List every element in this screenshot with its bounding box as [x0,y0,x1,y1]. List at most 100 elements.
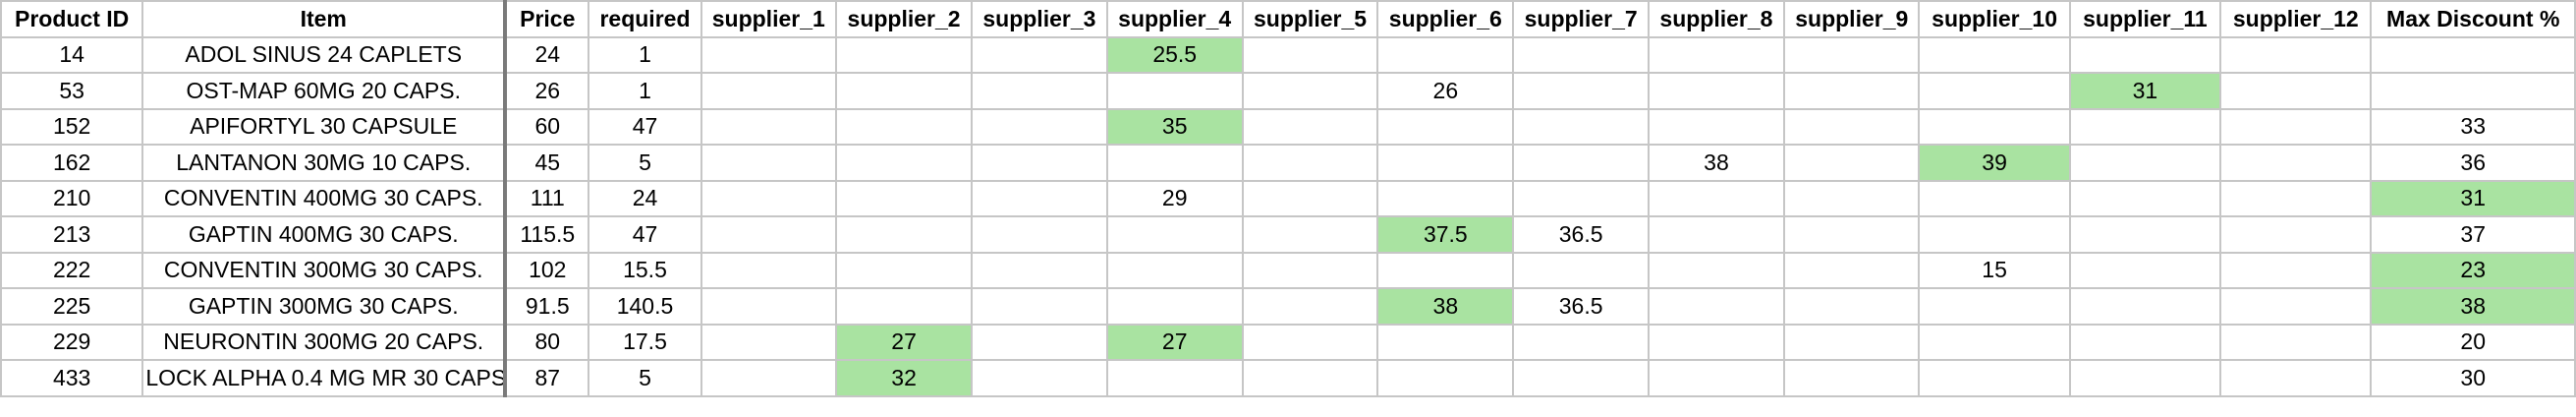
table-cell[interactable] [2219,323,2373,361]
header-supplier-1[interactable]: supplier_1 [700,0,837,38]
table-cell[interactable] [2068,179,2222,217]
table-cell[interactable] [1647,251,1786,289]
table-cell[interactable] [1376,179,1515,217]
table-cell[interactable] [1241,107,1379,146]
table-cell[interactable] [1647,35,1786,74]
table-cell[interactable] [1376,35,1515,74]
table-cell[interactable] [1783,144,1921,182]
table-cell[interactable] [2219,215,2373,254]
table-cell[interactable] [971,179,1108,217]
table-cell[interactable] [1241,287,1379,326]
table-cell[interactable] [1376,144,1515,182]
table-cell[interactable] [1512,35,1650,74]
header-supplier-2[interactable]: supplier_2 [834,0,974,38]
table-cell[interactable]: 33 [2370,107,2576,146]
table-cell[interactable] [1647,72,1786,110]
header-supplier-3[interactable]: supplier_3 [971,0,1108,38]
table-cell[interactable]: CONVENTIN 300MG 30 CAPS. [141,251,508,289]
table-cell[interactable] [1783,323,1921,361]
table-cell[interactable]: 111 [504,179,590,217]
header-supplier-9[interactable]: supplier_9 [1783,0,1921,38]
table-cell[interactable]: 80 [504,323,590,361]
table-cell[interactable] [834,251,974,289]
table-cell[interactable] [2219,359,2373,397]
table-cell[interactable]: 36.5 [1512,287,1650,326]
table-cell[interactable] [1512,323,1650,361]
table-cell[interactable] [1918,179,2071,217]
table-cell[interactable]: LOCK ALPHA 0.4 MG MR 30 CAPS [141,359,508,397]
header-supplier-4[interactable]: supplier_4 [1105,0,1244,38]
header-supplier-6[interactable]: supplier_6 [1376,0,1515,38]
table-cell[interactable] [1241,144,1379,182]
table-cell[interactable]: 5 [588,144,702,182]
table-cell[interactable] [2068,287,2222,326]
table-cell[interactable] [971,323,1108,361]
table-cell[interactable]: 162 [0,144,144,182]
table-cell[interactable]: ADOL SINUS 24 CAPLETS [141,35,508,74]
table-cell[interactable] [1918,107,2071,146]
table-cell[interactable] [700,72,837,110]
table-cell[interactable]: 91.5 [504,287,590,326]
table-cell[interactable] [834,72,974,110]
table-cell[interactable] [1783,215,1921,254]
table-cell[interactable]: 15.5 [588,251,702,289]
table-cell[interactable]: 140.5 [588,287,702,326]
table-cell[interactable]: 38 [1376,287,1515,326]
table-cell[interactable]: 20 [2370,323,2576,361]
table-cell[interactable]: 23 [2370,251,2576,289]
table-cell[interactable] [1918,72,2071,110]
table-cell[interactable]: 38 [1647,144,1786,182]
table-cell[interactable] [1918,287,2071,326]
table-cell[interactable]: CONVENTIN 400MG 30 CAPS. [141,179,508,217]
table-cell[interactable] [1512,179,1650,217]
table-cell[interactable] [1376,323,1515,361]
table-cell[interactable]: 36.5 [1512,215,1650,254]
table-cell[interactable] [700,35,837,74]
table-cell[interactable]: 15 [1918,251,2071,289]
table-cell[interactable] [834,107,974,146]
table-cell[interactable]: 27 [834,323,974,361]
table-cell[interactable] [1512,107,1650,146]
table-cell[interactable]: 433 [0,359,144,397]
table-cell[interactable] [834,144,974,182]
table-cell[interactable]: 24 [588,179,702,217]
header-supplier-12[interactable]: supplier_12 [2219,0,2373,38]
table-cell[interactable] [700,215,837,254]
table-cell[interactable] [2068,144,2222,182]
table-cell[interactable] [834,179,974,217]
table-cell[interactable]: 24 [504,35,590,74]
table-cell[interactable] [2219,72,2373,110]
table-cell[interactable] [700,251,837,289]
header-supplier-7[interactable]: supplier_7 [1512,0,1650,38]
table-cell[interactable] [2068,323,2222,361]
table-cell[interactable] [2068,251,2222,289]
table-cell[interactable]: 87 [504,359,590,397]
table-cell[interactable] [1105,359,1244,397]
table-cell[interactable]: 47 [588,215,702,254]
table-cell[interactable]: 29 [1105,179,1244,217]
table-cell[interactable] [2370,35,2576,74]
table-cell[interactable] [1783,359,1921,397]
table-cell[interactable] [1783,72,1921,110]
table-cell[interactable] [1647,287,1786,326]
table-cell[interactable]: 47 [588,107,702,146]
table-cell[interactable]: OST-MAP 60MG 20 CAPS. [141,72,508,110]
table-cell[interactable] [700,144,837,182]
table-cell[interactable]: 60 [504,107,590,146]
table-cell[interactable] [1241,323,1379,361]
table-cell[interactable] [2219,35,2373,74]
table-cell[interactable] [971,35,1108,74]
table-cell[interactable] [971,359,1108,397]
table-cell[interactable] [1918,215,2071,254]
table-cell[interactable] [971,215,1108,254]
table-cell[interactable]: 45 [504,144,590,182]
table-cell[interactable]: 102 [504,251,590,289]
table-cell[interactable]: 37.5 [1376,215,1515,254]
table-cell[interactable]: GAPTIN 400MG 30 CAPS. [141,215,508,254]
table-cell[interactable]: 115.5 [504,215,590,254]
table-cell[interactable] [1241,72,1379,110]
table-cell[interactable] [2068,107,2222,146]
header-supplier-11[interactable]: supplier_11 [2068,0,2222,38]
header-product-id[interactable]: Product ID [0,0,144,38]
table-cell[interactable]: 222 [0,251,144,289]
